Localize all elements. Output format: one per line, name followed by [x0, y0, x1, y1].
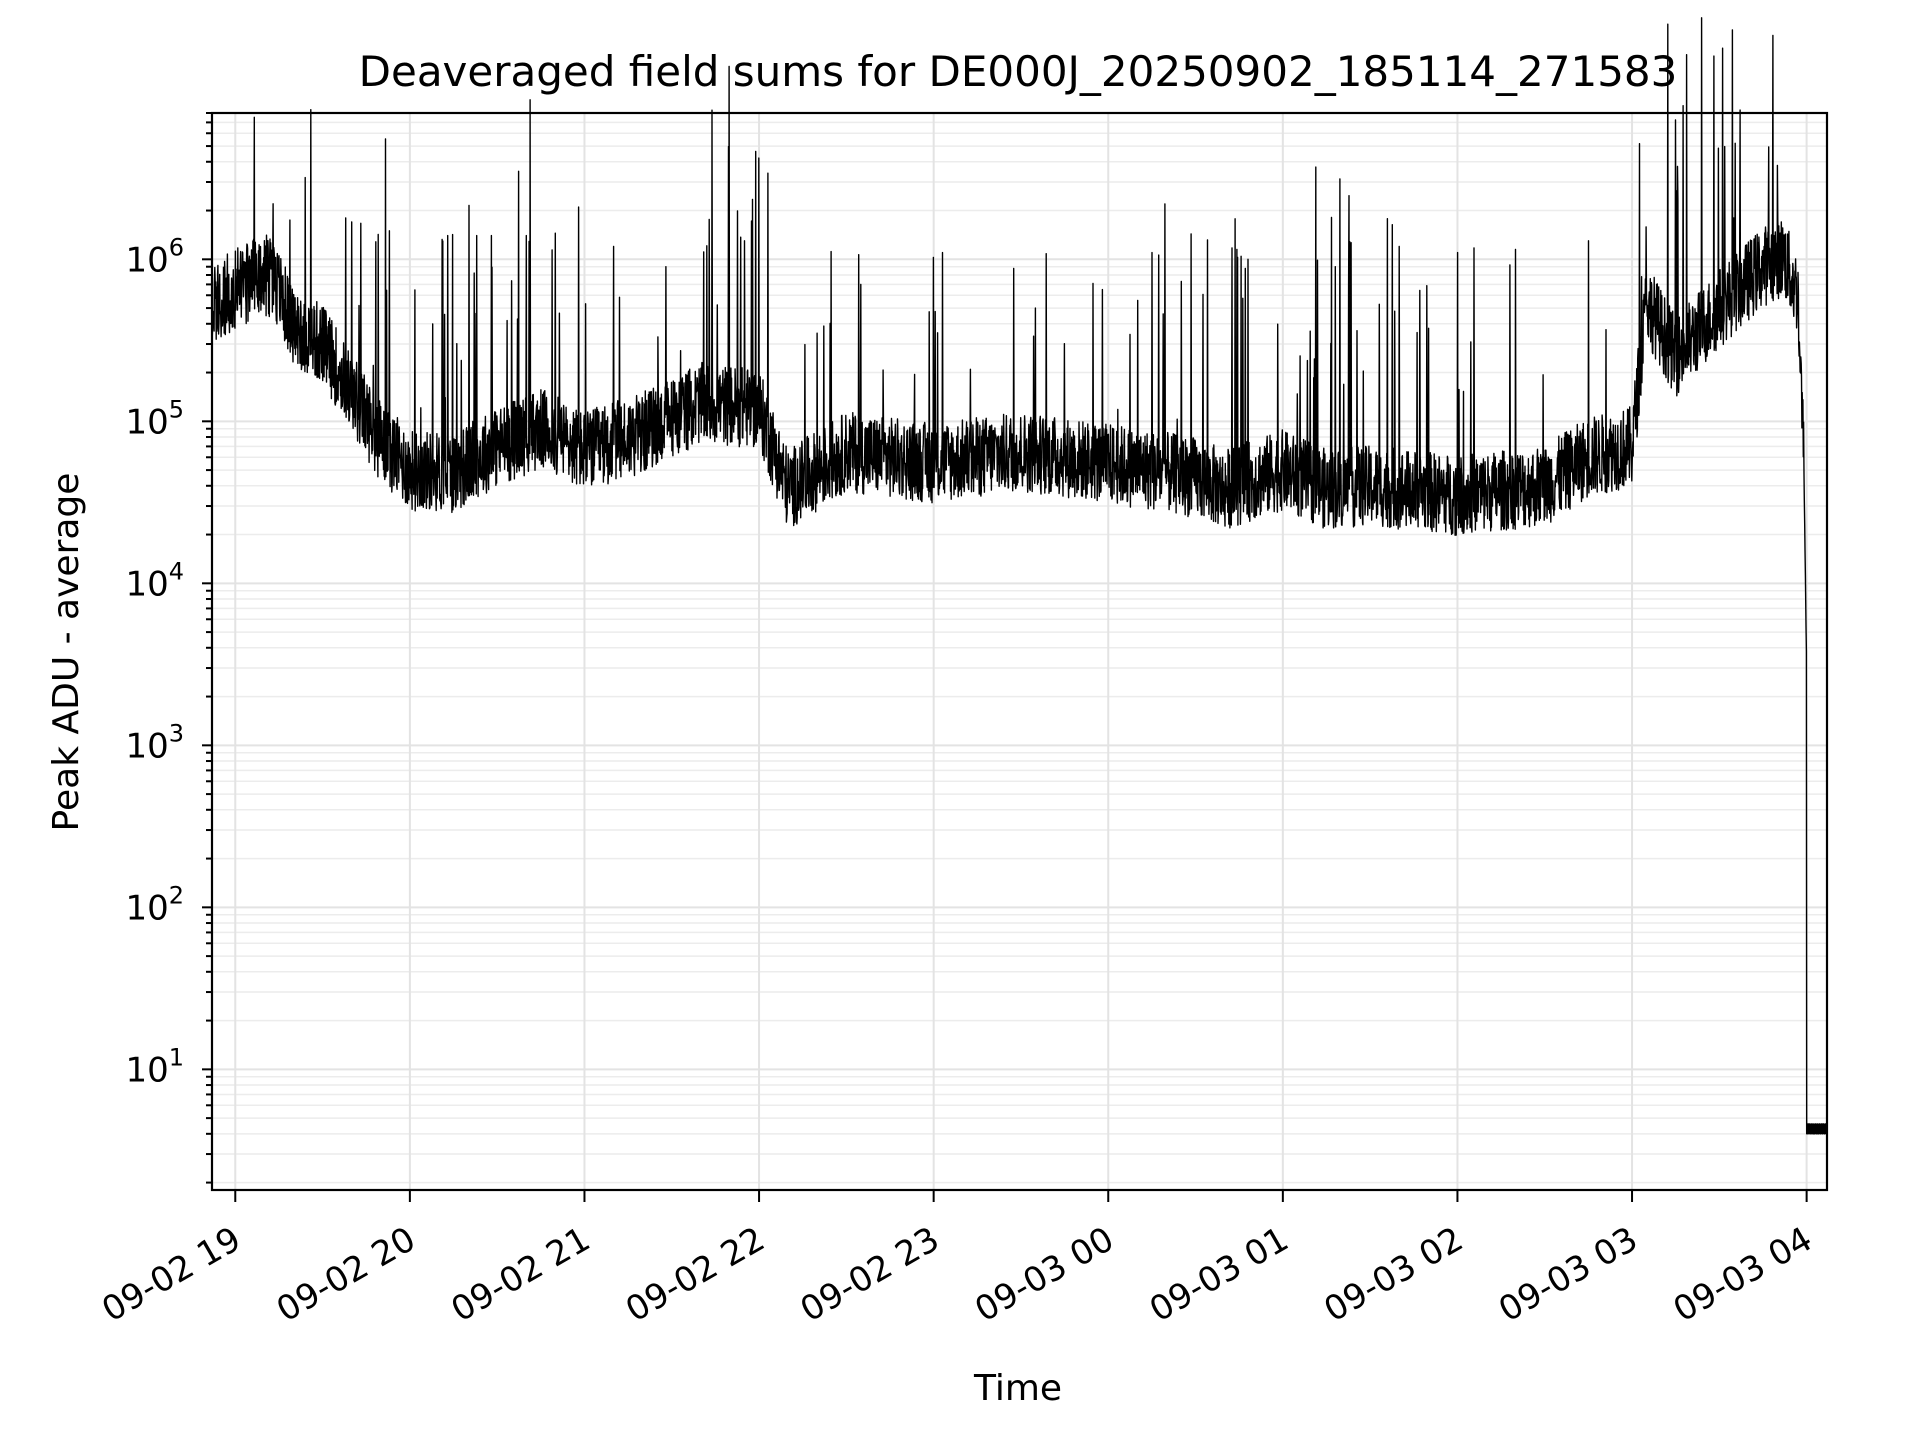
y-tick-label: 103 [125, 719, 184, 766]
chart-title: Deaveraged field sums for DE000J_2025090… [359, 47, 1678, 96]
plot-frame [210, 111, 1829, 1192]
y-tick-label: 104 [125, 557, 184, 604]
y-tick-label: 105 [125, 395, 184, 442]
series-line [211, 17, 1827, 1135]
y-axis: 101 102 103 104 105 106 [125, 112, 212, 1184]
series-layer [211, 17, 1827, 1135]
grid [212, 112, 1827, 1190]
y-axis-label: Peak ADU - average [46, 473, 87, 832]
y-tick-label: 102 [125, 881, 184, 928]
y-tick-label: 101 [125, 1043, 184, 1090]
y-tick-label: 106 [125, 233, 184, 280]
x-axis-label: Time [973, 1368, 1062, 1409]
